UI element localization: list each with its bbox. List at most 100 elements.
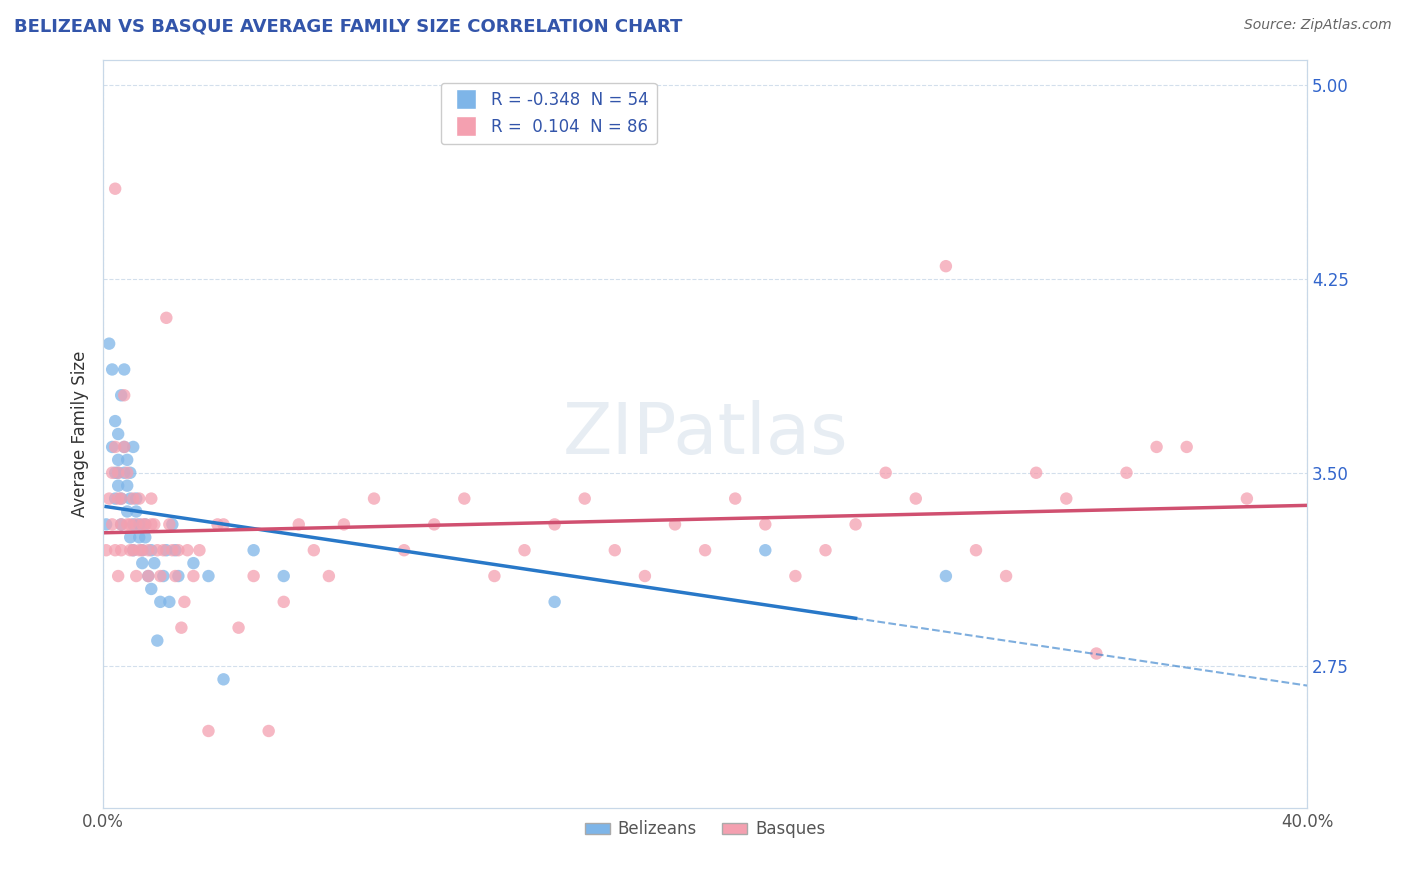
Point	[131, 543, 153, 558]
Point	[167, 543, 190, 558]
Point	[935, 259, 957, 273]
Point	[207, 517, 229, 532]
Point	[115, 504, 138, 518]
Point	[143, 556, 166, 570]
Point	[453, 491, 475, 506]
Point	[302, 543, 325, 558]
Point	[146, 633, 169, 648]
Point	[104, 414, 127, 428]
Point	[107, 466, 129, 480]
Point	[228, 621, 250, 635]
Point	[107, 491, 129, 506]
Point	[122, 491, 145, 506]
Point	[754, 543, 776, 558]
Point	[875, 466, 897, 480]
Point	[157, 517, 180, 532]
Point	[134, 530, 156, 544]
Point	[574, 491, 596, 506]
Point	[101, 466, 124, 480]
Point	[273, 569, 295, 583]
Point	[754, 517, 776, 532]
Point	[1175, 440, 1198, 454]
Point	[173, 595, 195, 609]
Point	[183, 569, 205, 583]
Point	[1236, 491, 1258, 506]
Point	[1025, 466, 1047, 480]
Point	[122, 517, 145, 532]
Point	[634, 569, 657, 583]
Point	[212, 673, 235, 687]
Point	[120, 517, 142, 532]
Point	[197, 723, 219, 738]
Point	[101, 440, 124, 454]
Point	[724, 491, 747, 506]
Point	[110, 491, 132, 506]
Text: Source: ZipAtlas.com: Source: ZipAtlas.com	[1244, 18, 1392, 32]
Point	[257, 723, 280, 738]
Point	[141, 582, 163, 596]
Point	[101, 362, 124, 376]
Point	[162, 543, 184, 558]
Point	[112, 440, 135, 454]
Point	[110, 491, 132, 506]
Point	[131, 517, 153, 532]
Point	[146, 543, 169, 558]
Point	[543, 517, 565, 532]
Y-axis label: Average Family Size: Average Family Size	[72, 351, 89, 517]
Point	[1146, 440, 1168, 454]
Point	[152, 569, 174, 583]
Point	[112, 388, 135, 402]
Point	[120, 543, 142, 558]
Point	[814, 543, 837, 558]
Point	[107, 427, 129, 442]
Point	[128, 491, 150, 506]
Point	[112, 362, 135, 376]
Point	[273, 595, 295, 609]
Point	[120, 466, 142, 480]
Text: BELIZEAN VS BASQUE AVERAGE FAMILY SIZE CORRELATION CHART: BELIZEAN VS BASQUE AVERAGE FAMILY SIZE C…	[14, 18, 682, 36]
Point	[935, 569, 957, 583]
Point	[212, 517, 235, 532]
Point	[120, 491, 142, 506]
Point	[363, 491, 385, 506]
Point	[125, 517, 148, 532]
Point	[664, 517, 686, 532]
Point	[110, 388, 132, 402]
Point	[785, 569, 807, 583]
Point	[149, 595, 172, 609]
Point	[104, 440, 127, 454]
Point	[183, 556, 205, 570]
Point	[101, 517, 124, 532]
Point	[693, 543, 716, 558]
Point	[110, 543, 132, 558]
Point	[107, 453, 129, 467]
Point	[115, 453, 138, 467]
Point	[149, 569, 172, 583]
Point	[120, 530, 142, 544]
Point	[167, 569, 190, 583]
Point	[1054, 491, 1077, 506]
Point	[131, 556, 153, 570]
Point	[136, 569, 159, 583]
Point	[134, 517, 156, 532]
Point	[170, 621, 193, 635]
Point	[603, 543, 626, 558]
Point	[136, 569, 159, 583]
Point	[197, 569, 219, 583]
Point	[112, 466, 135, 480]
Point	[104, 491, 127, 506]
Point	[125, 569, 148, 583]
Point	[141, 491, 163, 506]
Point	[242, 569, 264, 583]
Point	[128, 517, 150, 532]
Point	[165, 569, 187, 583]
Point	[107, 466, 129, 480]
Point	[155, 543, 177, 558]
Point	[965, 543, 987, 558]
Point	[128, 543, 150, 558]
Point	[143, 517, 166, 532]
Point	[155, 310, 177, 325]
Point	[484, 569, 506, 583]
Point	[1085, 647, 1108, 661]
Point	[904, 491, 927, 506]
